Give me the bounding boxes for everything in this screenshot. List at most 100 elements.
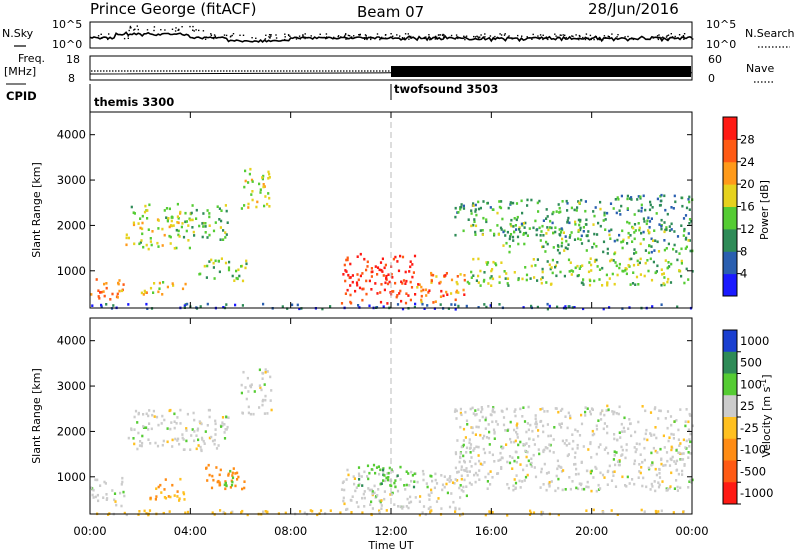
noise-search-point (455, 34, 458, 36)
power-cell (660, 225, 663, 228)
power-cell (439, 295, 443, 298)
noise-sky-series (89, 31, 693, 43)
velocity-cell (466, 470, 469, 473)
velocity-cell (339, 511, 342, 514)
power-cell (575, 209, 578, 212)
power-cell (549, 219, 552, 223)
colorbar-swatch (723, 184, 737, 207)
noise-search-point (255, 37, 257, 39)
velocity-cell (599, 412, 602, 416)
power-cell (163, 233, 166, 237)
power-cell (409, 298, 412, 302)
power-cell (668, 225, 671, 228)
power-cell (683, 281, 686, 285)
velocity-cell (477, 408, 480, 411)
noise-search-point (346, 38, 349, 40)
power-cell (358, 286, 362, 290)
power-cell (636, 198, 639, 201)
power-cell (672, 207, 675, 210)
velocity-cell (157, 485, 160, 489)
x-tick-label: 16:00 (475, 524, 508, 538)
power-cell (591, 246, 594, 249)
velocity-cell (200, 436, 204, 440)
noise-search-point (303, 37, 305, 39)
noise-search-point (284, 38, 286, 41)
velocity-cell (657, 417, 660, 420)
velocity-cell (163, 496, 166, 499)
velocity-cell (394, 485, 397, 489)
power-cell (177, 229, 180, 233)
power-cell (370, 275, 373, 278)
velocity-cell (269, 375, 272, 379)
velocity-cell (427, 507, 430, 510)
power-cell (238, 274, 241, 278)
freq-panel: Freq. [MHz] 18 8 60 0 Nave (4, 52, 774, 85)
velocity-cell (378, 511, 381, 514)
velocity-cell (561, 488, 564, 492)
power-cell (399, 289, 402, 293)
velocity-cell (529, 509, 532, 513)
power-cell (472, 202, 475, 205)
velocity-cell (645, 485, 648, 489)
power-cell (153, 282, 156, 285)
velocity-cell (525, 430, 528, 434)
velocity-cell (589, 412, 592, 416)
power-cell (515, 202, 519, 205)
velocity-cell (178, 442, 181, 446)
velocity-cell (492, 428, 496, 432)
velocity-cell (491, 420, 494, 424)
noise-search-point (128, 29, 130, 32)
power-cell (632, 271, 635, 274)
noise-search-point (584, 36, 587, 39)
power-cell (561, 237, 564, 241)
velocity-cell (495, 420, 498, 423)
power-cell (240, 265, 243, 268)
velocity-cell (564, 415, 567, 418)
power-cell (648, 231, 651, 234)
velocity-cell (426, 485, 429, 489)
velocity-cell (618, 405, 621, 409)
power-cell (567, 216, 570, 220)
power-cell (631, 240, 634, 243)
power-cell (472, 204, 475, 207)
velocity-cell (199, 445, 202, 449)
power-cell (666, 280, 669, 284)
power-cell (558, 211, 561, 214)
velocity-cell (408, 484, 411, 487)
power-cell (525, 278, 528, 282)
power-cell (224, 204, 227, 207)
velocity-cell (459, 425, 462, 429)
power-cell (545, 240, 548, 244)
power-cell (413, 254, 417, 258)
velocity-cell (654, 509, 657, 513)
velocity-cell (491, 511, 494, 514)
velocity-cell (502, 423, 506, 427)
power-cell (237, 268, 240, 272)
velocity-cell (548, 481, 551, 484)
velocity-cell (533, 443, 536, 446)
velocity-cell (569, 414, 572, 418)
velocity-cell (678, 451, 681, 455)
velocity-cell (571, 447, 574, 451)
power-cell (181, 287, 185, 291)
power-cell (545, 281, 548, 284)
noise-search-point (602, 39, 604, 41)
noise-search-point (598, 38, 601, 41)
velocity-cell (142, 425, 145, 428)
velocity-cell (491, 410, 494, 413)
power-cell (649, 200, 652, 204)
power-cell (606, 211, 609, 215)
velocity-cell (541, 407, 544, 410)
power-cell (622, 238, 625, 242)
velocity-cell (580, 461, 583, 464)
power-cell (491, 268, 494, 271)
velocity-cell (262, 510, 265, 514)
station-title: Prince George (fitACF) (90, 0, 256, 18)
velocity-cell (396, 489, 400, 493)
velocity-cell (213, 438, 216, 442)
power-cell (241, 304, 244, 307)
power-cell (102, 290, 105, 293)
noise-search-point (673, 38, 676, 40)
velocity-cell (613, 450, 616, 453)
velocity-cell (138, 444, 142, 447)
